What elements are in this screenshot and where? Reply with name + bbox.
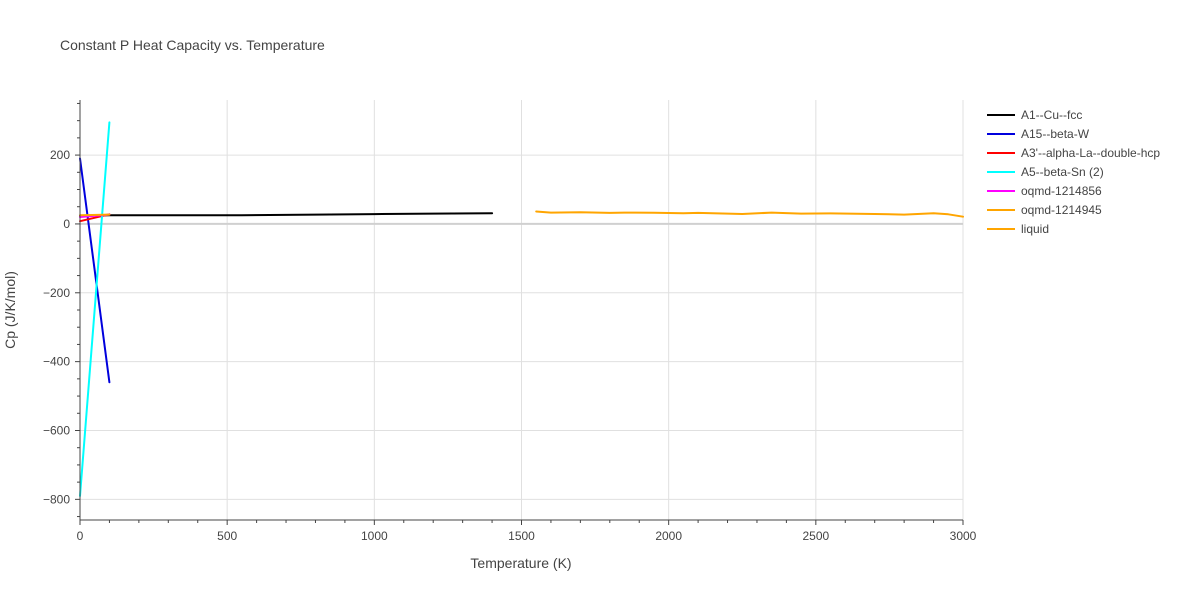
x-tick-label: 3000 bbox=[950, 529, 977, 543]
legend-item[interactable]: A5--beta-Sn (2) bbox=[987, 165, 1104, 179]
y-tick-label: −200 bbox=[43, 286, 70, 300]
legend-label: A3'--alpha-La--double-hcp bbox=[1021, 146, 1160, 160]
legend-label: oqmd-1214856 bbox=[1021, 184, 1102, 198]
series-line-0 bbox=[79, 212, 494, 217]
series-line-1 bbox=[79, 157, 111, 384]
legend-label: A5--beta-Sn (2) bbox=[1021, 165, 1104, 179]
legend: A1--Cu--fcc A15--beta-W A3'--alpha-La--dou… bbox=[987, 108, 1160, 236]
legend-item[interactable]: oqmd-1214945 bbox=[987, 203, 1102, 217]
y-tick-label: −600 bbox=[43, 423, 70, 437]
x-tick-label: 500 bbox=[217, 529, 237, 543]
legend-label: A1--Cu--fcc bbox=[1021, 108, 1082, 122]
legend-item[interactable]: A15--beta-W bbox=[987, 127, 1090, 141]
axis-layer: 0 500 1000 1500 2000 2500 3000−800−600−400−200… bbox=[43, 100, 977, 543]
legend-label: A15--beta-W bbox=[1021, 127, 1090, 141]
grid-layer bbox=[80, 100, 964, 520]
series-layer bbox=[79, 121, 964, 497]
legend-label: liquid bbox=[1021, 222, 1049, 236]
legend-label: oqmd-1214945 bbox=[1021, 203, 1102, 217]
series-line-5 bbox=[79, 213, 111, 217]
y-tick-label: 200 bbox=[50, 148, 70, 162]
chart-title: Constant P Heat Capacity vs. Temperature bbox=[60, 37, 325, 53]
y-tick-label: −400 bbox=[43, 355, 70, 369]
x-tick-label: 1500 bbox=[508, 529, 535, 543]
y-tick-label: −800 bbox=[43, 492, 70, 506]
y-tick-label: 0 bbox=[63, 217, 70, 231]
x-tick-label: 2000 bbox=[655, 529, 682, 543]
legend-item[interactable]: A3'--alpha-La--double-hcp bbox=[987, 146, 1160, 160]
y-axis-title: Cp (J/K/mol) bbox=[2, 271, 18, 349]
x-tick-label: 2500 bbox=[802, 529, 829, 543]
x-tick-label: 0 bbox=[77, 529, 84, 543]
legend-item[interactable]: liquid bbox=[987, 222, 1049, 236]
x-tick-label: 1000 bbox=[361, 529, 388, 543]
legend-item[interactable]: A1--Cu--fcc bbox=[987, 108, 1082, 122]
series-line-3 bbox=[79, 121, 111, 497]
series-line-6 bbox=[535, 210, 964, 218]
x-axis-title: Temperature (K) bbox=[470, 555, 571, 571]
legend-item[interactable]: oqmd-1214856 bbox=[987, 184, 1102, 198]
